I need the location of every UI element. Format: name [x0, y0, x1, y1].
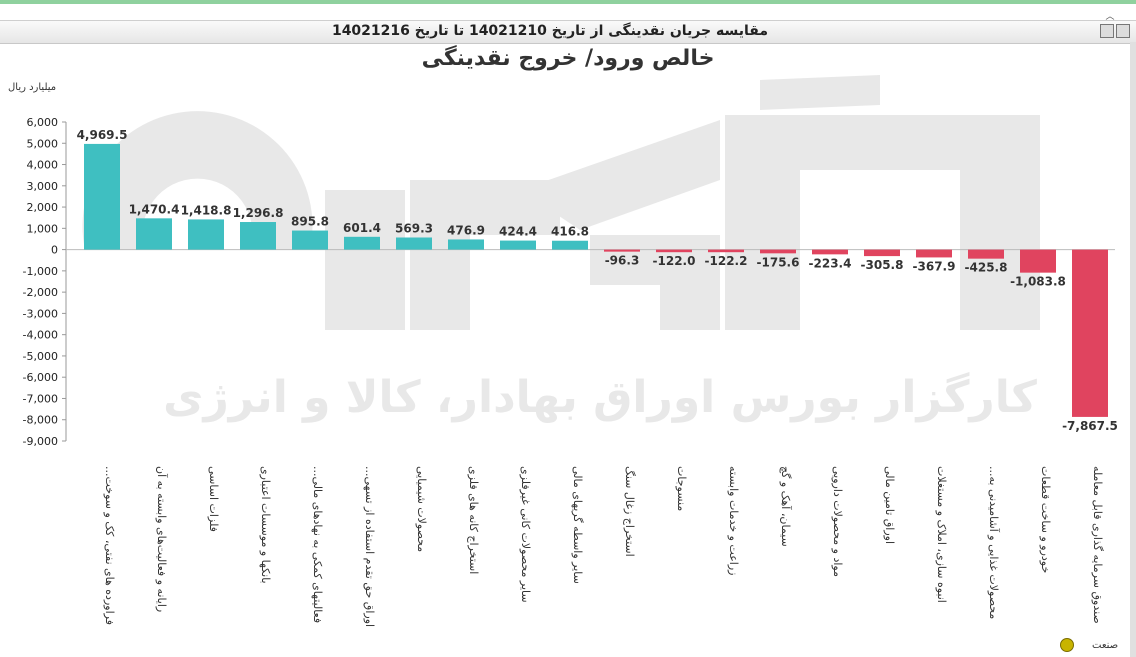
y-tick-label: -2,000	[23, 286, 58, 299]
bar[interactable]	[500, 240, 536, 250]
y-tick-label: -4,000	[23, 329, 58, 342]
value-label: -7,867.5	[1062, 419, 1118, 433]
category-label: انبوه سازی، املاک و مستغلات	[935, 466, 948, 603]
value-label: 4,969.5	[77, 128, 128, 142]
category-label: مواد و محصولات دارویی	[831, 466, 844, 577]
bar[interactable]	[84, 143, 120, 250]
panel-title-bar: مقایسه جریان نقدینگی از تاریخ 14021210 ت…	[0, 20, 1136, 44]
y-tick-label: -1,000	[23, 265, 58, 278]
category-label: سیمان، آهک و گچ	[779, 466, 793, 547]
y-tick-label: 6,000	[27, 116, 59, 129]
y-tick-label: -9,000	[23, 435, 58, 448]
value-label: 895.8	[291, 215, 329, 229]
y-tick-label: -3,000	[23, 307, 58, 320]
watermark-text: کارگزار بورس اوراق بهادار، کالا و انرژی	[163, 371, 1037, 423]
bar[interactable]	[552, 240, 588, 250]
y-tick-label: 4,000	[27, 159, 59, 172]
category-label: صندوق سرمایه گذاری قابل معامله	[1091, 466, 1104, 624]
bar[interactable]	[188, 219, 224, 250]
category-label: اوراق تامین مالی	[883, 466, 896, 544]
category-label: استخراج کانه های فلزی	[467, 466, 480, 574]
value-labels: 4,969.5 1,470.4 1,418.8 1,296.8 895.8 601.4 56…	[77, 128, 1118, 433]
category-label: سایر واسطه گریهای مالی	[571, 466, 584, 584]
value-label: -367.9	[913, 259, 956, 273]
bar[interactable]	[344, 236, 380, 250]
export-icon[interactable]	[1116, 24, 1130, 38]
category-label: رایانه و فعالیت‌های وابسته به آن	[155, 466, 169, 612]
category-label: محصولات شیمیایی	[415, 466, 428, 552]
y-tick-label: 1,000	[27, 222, 59, 235]
category-label: فراورده های نفتی، کک و سوخت...	[103, 466, 116, 625]
y-tick-label: -6,000	[23, 371, 58, 384]
bar[interactable]	[968, 249, 1004, 259]
value-label: -175.6	[757, 255, 800, 269]
bar[interactable]	[916, 249, 952, 258]
bar[interactable]	[136, 218, 172, 250]
bar[interactable]	[656, 249, 692, 253]
refresh-icon[interactable]	[1060, 638, 1074, 652]
bar[interactable]	[240, 222, 276, 250]
bars	[84, 143, 1108, 417]
x-axis-labels: فراورده های نفتی، کک و سوخت... رایانه و ف…	[103, 466, 1104, 627]
y-axis-unit: میلیارد ریال	[8, 82, 57, 93]
watermark-logo	[82, 75, 1040, 330]
category-label: اوراق حق تقدم استفاده از تسهی...	[362, 466, 376, 627]
category-label: فلزات اساسی	[207, 466, 220, 532]
y-tick-label: 3,000	[27, 180, 59, 193]
panel-scroll-edge	[1130, 42, 1136, 657]
value-label: -122.0	[653, 254, 696, 268]
chevron-up-icon[interactable]: ︿	[1105, 12, 1115, 22]
bar[interactable]	[448, 239, 484, 250]
category-label: بانکها و موسسات اعتباری	[259, 466, 272, 584]
category-label: محصولات غذایی و آشامیدنی به...	[987, 466, 1001, 619]
category-label: استخراج زغال سنگ	[623, 466, 636, 557]
value-label: 1,470.4	[129, 202, 180, 216]
industry-label: صنعت	[1092, 640, 1119, 651]
bar[interactable]	[1072, 249, 1108, 417]
value-label: -425.8	[965, 261, 1008, 275]
value-label: 1,418.8	[181, 203, 232, 217]
bar[interactable]	[292, 230, 328, 250]
bar[interactable]	[396, 237, 432, 250]
category-label: خودرو و ساخت قطعات	[1039, 466, 1052, 573]
y-tick-label: 2,000	[27, 201, 59, 214]
bar[interactable]	[1020, 249, 1056, 273]
category-label: زراعت و خدمات وابسته	[727, 466, 740, 575]
panel-title: مقایسه جریان نقدینگی از تاریخ 14021210 ت…	[331, 23, 768, 39]
value-label: 476.9	[447, 223, 485, 237]
value-label: -223.4	[809, 256, 852, 270]
y-tick-label: -5,000	[23, 350, 58, 363]
y-tick-label: 5,000	[27, 137, 59, 150]
chart-title: خالص ورود/ خروج نقدینگی	[421, 46, 715, 71]
category-label: سایر محصولات کانی غیرفلزی	[519, 466, 532, 603]
value-label: -122.2	[705, 254, 748, 268]
value-label: 1,296.8	[233, 206, 284, 220]
top-accent-line	[0, 0, 1136, 4]
bar[interactable]	[760, 249, 796, 254]
category-label: منسوجات	[675, 466, 688, 511]
y-tick-label: -7,000	[23, 392, 58, 405]
value-label: -305.8	[861, 258, 904, 272]
value-label: 569.3	[395, 221, 433, 235]
value-label: -96.3	[605, 254, 640, 268]
value-label: 424.4	[499, 225, 537, 239]
bar[interactable]	[708, 249, 744, 253]
bar[interactable]	[812, 249, 848, 255]
value-label: -1,083.8	[1010, 275, 1066, 289]
bar[interactable]	[864, 249, 900, 257]
bar[interactable]	[604, 249, 640, 252]
y-tick-label: -8,000	[23, 414, 58, 427]
y-tick-label: 0	[51, 244, 58, 257]
value-label: 416.8	[551, 225, 589, 239]
value-label: 601.4	[343, 221, 381, 235]
print-icon[interactable]	[1100, 24, 1114, 38]
category-label: فعالیتهای کمکی به نهادهای مالی...	[311, 466, 324, 623]
